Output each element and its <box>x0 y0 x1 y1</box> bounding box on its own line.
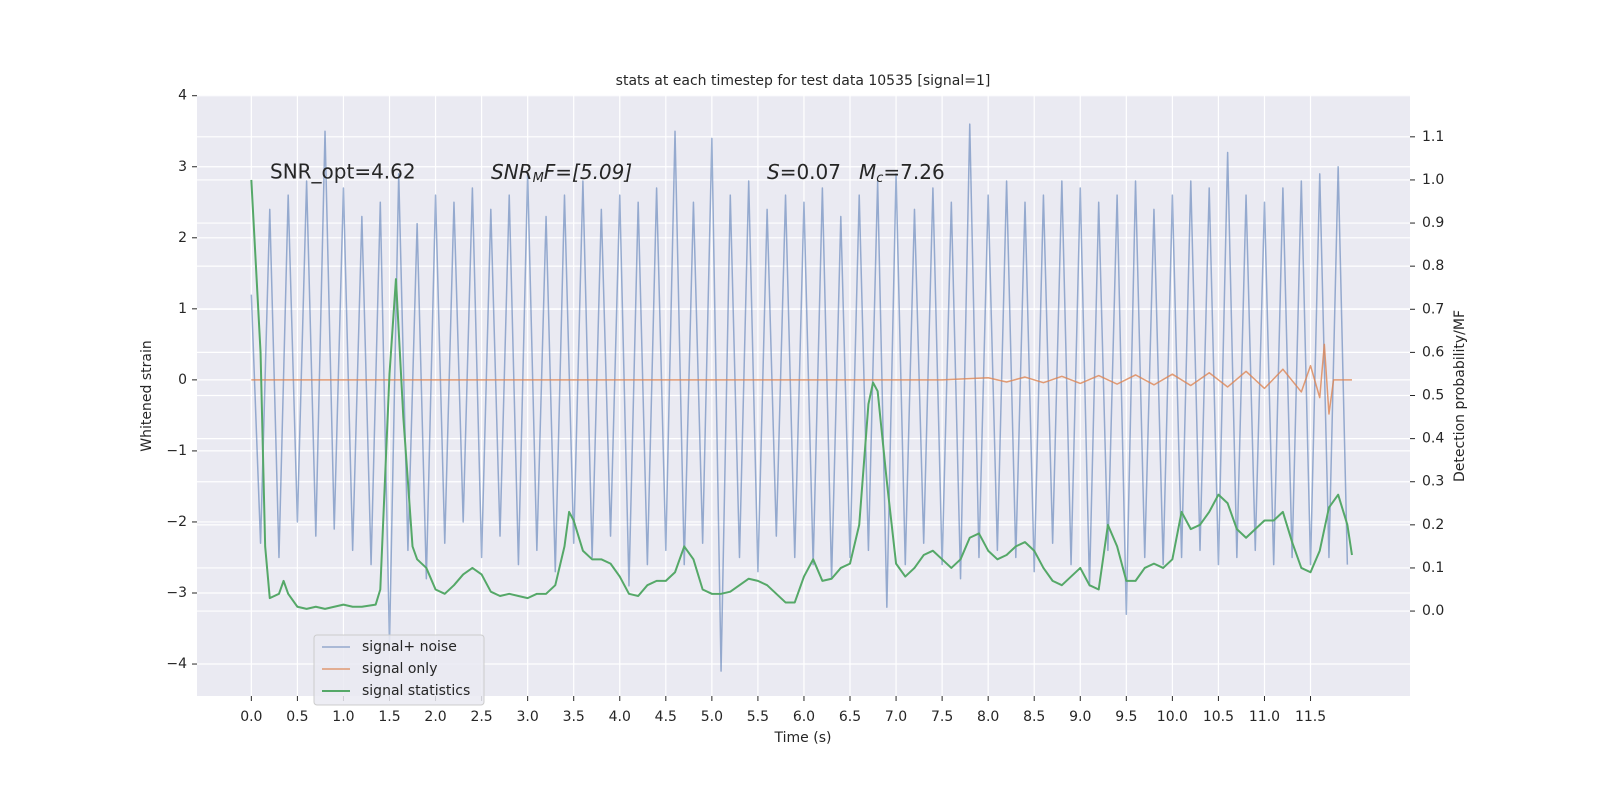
x-tick-label: 10.5 <box>1203 709 1234 725</box>
y-tick-label: −2 <box>166 514 187 530</box>
x-tick-label: 0.0 <box>240 709 262 725</box>
x-tick-label: 4.0 <box>609 709 631 725</box>
y2-tick-label: 0.8 <box>1422 258 1444 274</box>
annotation-part: SNR <box>491 160 533 184</box>
series-line <box>251 343 1352 415</box>
annotation-part: S <box>767 160 780 184</box>
annotation: SNR_opt=4.62 <box>270 160 416 184</box>
annotation-part: M <box>533 171 544 186</box>
x-tick-label: 3.0 <box>517 709 539 725</box>
x-tick-label: 7.0 <box>885 709 907 725</box>
x-tick-label: 8.5 <box>1023 709 1045 725</box>
y2-axis-label: Detection probability/MF <box>1452 310 1468 482</box>
legend-label: signal only <box>362 661 437 677</box>
y-tick-label: −4 <box>166 656 187 672</box>
y2-tick-label: 0.9 <box>1422 215 1444 231</box>
x-tick-label: 11.0 <box>1249 709 1280 725</box>
y-tick-label: 4 <box>178 88 187 104</box>
y2-tick-label: 1.0 <box>1422 172 1444 188</box>
y-axis-label: Whitened strain <box>139 340 155 451</box>
y-tick-label: 2 <box>178 230 187 246</box>
y2-tick-label: 0.7 <box>1422 301 1444 317</box>
x-tick-label: 2.0 <box>424 709 446 725</box>
x-tick-label: 9.5 <box>1115 709 1137 725</box>
annotation-part: c <box>876 171 883 186</box>
y2-tick-label: 0.4 <box>1422 431 1444 447</box>
annotation-part: M <box>859 160 876 184</box>
x-tick-label: 6.0 <box>793 709 815 725</box>
legend-box <box>313 634 485 706</box>
annotation: SNRMF=[5.09] <box>491 160 632 186</box>
x-tick-label: 1.5 <box>378 709 400 725</box>
y-tick-label: 3 <box>178 159 187 175</box>
x-tick-label: 3.5 <box>563 709 585 725</box>
x-tick-label: 11.5 <box>1295 709 1326 725</box>
y2-tick-label: 0.3 <box>1422 474 1444 490</box>
y-tick-label: 0 <box>178 372 187 388</box>
x-tick-label: 7.5 <box>931 709 953 725</box>
chart-title: stats at each timestep for test data 105… <box>616 73 991 89</box>
annotation-part: F=[5.09] <box>544 160 632 184</box>
y2-tick-label: 0.6 <box>1422 344 1444 360</box>
legend-label: signal statistics <box>362 683 470 699</box>
y2-tick-label: 0.1 <box>1422 560 1444 576</box>
x-tick-label: 5.5 <box>747 709 769 725</box>
series-line <box>250 179 1353 610</box>
annotation: Mc=7.26 <box>859 160 945 186</box>
y-tick-label: −1 <box>166 443 187 459</box>
x-tick-label: 1.0 <box>332 709 354 725</box>
y2-tick-label: 0.5 <box>1422 388 1444 404</box>
x-tick-label: 5.0 <box>701 709 723 725</box>
x-tick-label: 2.5 <box>470 709 492 725</box>
x-axis-label: Time (s) <box>774 730 832 746</box>
annotation: S=0.07 <box>767 160 841 184</box>
y2-tick-label: 1.1 <box>1422 129 1444 145</box>
x-tick-label: 8.0 <box>977 709 999 725</box>
annotation-part: =0.07 <box>780 160 841 184</box>
y-tick-label: −3 <box>166 585 187 601</box>
y-tick-label: 1 <box>178 301 187 317</box>
x-tick-label: 10.0 <box>1157 709 1188 725</box>
y2-tick-label: 0.2 <box>1422 517 1444 533</box>
x-tick-label: 0.5 <box>286 709 308 725</box>
x-tick-label: 4.5 <box>655 709 677 725</box>
x-tick-label: 6.5 <box>839 709 861 725</box>
y2-tick-label: 0.0 <box>1422 603 1444 619</box>
legend-label: signal+ noise <box>362 639 457 655</box>
x-tick-label: 9.0 <box>1069 709 1091 725</box>
annotation-part: =7.26 <box>883 160 944 184</box>
